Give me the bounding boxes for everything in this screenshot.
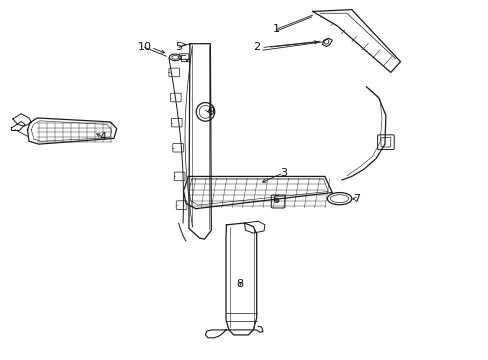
Text: 5: 5 [175,42,182,52]
Text: 1: 1 [272,24,279,35]
Text: 2: 2 [253,42,260,52]
Text: 10: 10 [137,42,151,52]
Text: 6: 6 [272,195,279,205]
Text: 8: 8 [236,279,243,289]
Text: 7: 7 [352,194,360,204]
Text: 9: 9 [206,107,213,117]
Text: 4: 4 [100,132,106,142]
Text: 3: 3 [280,168,286,178]
